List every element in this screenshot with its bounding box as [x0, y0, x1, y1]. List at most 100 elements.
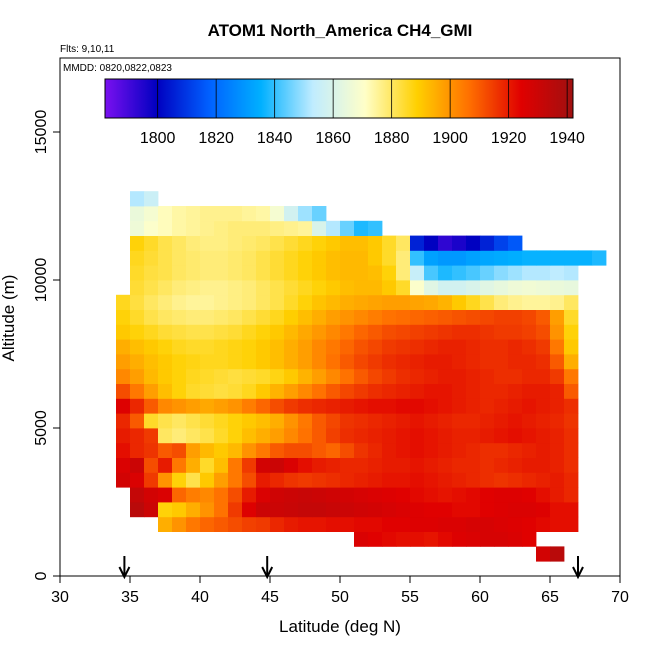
- heatmap-cell: [340, 220, 355, 236]
- heatmap-cell: [186, 472, 201, 488]
- heatmap-cell: [452, 265, 467, 281]
- heatmap-cell: [172, 220, 187, 236]
- heatmap-cell: [158, 413, 173, 429]
- heatmap-cell: [466, 265, 481, 281]
- heatmap-cell: [200, 250, 215, 266]
- heatmap-cell: [270, 339, 285, 355]
- heatmap-cell: [270, 354, 285, 370]
- heatmap-cell: [410, 265, 425, 281]
- heatmap-cell: [550, 339, 565, 355]
- heatmap-cell: [256, 457, 271, 473]
- heatmap-cell: [242, 206, 257, 222]
- heatmap-cell: [200, 206, 215, 222]
- heatmap-cell: [326, 324, 341, 340]
- heatmap-cell: [424, 398, 439, 414]
- heatmap-cell: [368, 250, 383, 266]
- heatmap-cell: [298, 442, 313, 458]
- heatmap-cell: [536, 457, 551, 473]
- heatmap-cell: [550, 442, 565, 458]
- heatmap-cell: [200, 442, 215, 458]
- heatmap-cell: [228, 442, 243, 458]
- heatmap-cell: [298, 413, 313, 429]
- heatmap-cell: [438, 487, 453, 503]
- heatmap-cell: [452, 502, 467, 518]
- heatmap-cell: [494, 265, 509, 281]
- heatmap-cell: [242, 516, 257, 532]
- heatmap-cell: [466, 442, 481, 458]
- heatmap-cell: [354, 487, 369, 503]
- heatmap-cell: [410, 413, 425, 429]
- heatmap-cell: [326, 235, 341, 251]
- heatmap-cell: [186, 235, 201, 251]
- heatmap-cell: [144, 383, 159, 399]
- heatmap-cell: [396, 442, 411, 458]
- heatmap-cell: [200, 265, 215, 281]
- heatmap-cell: [508, 324, 523, 340]
- heatmap-cell: [494, 442, 509, 458]
- heatmap-cell: [536, 368, 551, 384]
- heatmap-cell: [116, 324, 131, 340]
- heatmap-cell: [438, 442, 453, 458]
- heatmap-cell: [158, 516, 173, 532]
- heatmap-cell: [158, 206, 173, 222]
- heatmap-cell: [522, 428, 537, 444]
- heatmap-cell: [396, 294, 411, 310]
- heatmap-cell: [564, 250, 579, 266]
- heatmap-cell: [312, 516, 327, 532]
- heatmap-cell: [424, 354, 439, 370]
- heatmap-cell: [186, 354, 201, 370]
- heatmap-cell: [200, 413, 215, 429]
- heatmap-cell: [564, 442, 579, 458]
- heatmap-cell: [200, 487, 215, 503]
- heatmap-cell: [144, 206, 159, 222]
- heatmap-cell: [382, 531, 397, 547]
- heatmap-cell: [508, 531, 523, 547]
- heatmap-cell: [298, 487, 313, 503]
- colorbar-tick-label: 1920: [491, 130, 527, 147]
- heatmap-cell: [480, 502, 495, 518]
- heatmap-cell: [130, 457, 145, 473]
- heatmap-cell: [424, 294, 439, 310]
- heatmap-cell: [410, 294, 425, 310]
- heatmap-cell: [522, 265, 537, 281]
- heatmap-cell: [452, 516, 467, 532]
- heatmap-cell: [424, 383, 439, 399]
- heatmap-cell: [326, 339, 341, 355]
- heatmap-cell: [564, 354, 579, 370]
- heatmap-cell: [550, 472, 565, 488]
- heatmap-cell: [312, 339, 327, 355]
- heatmap-cell: [410, 383, 425, 399]
- flights-label: Flts: 9,10,11: [60, 44, 115, 55]
- heatmap-cell: [298, 457, 313, 473]
- heatmap-cell: [326, 502, 341, 518]
- heatmap-cell: [326, 487, 341, 503]
- heatmap-cell: [242, 383, 257, 399]
- heatmap-cell: [340, 339, 355, 355]
- heatmap-cell: [214, 220, 229, 236]
- heatmap-cell: [270, 398, 285, 414]
- heatmap-cell: [200, 354, 215, 370]
- heatmap-cell: [396, 280, 411, 296]
- heatmap-cell: [452, 413, 467, 429]
- heatmap-cell: [242, 309, 257, 325]
- heatmap-cell: [312, 413, 327, 429]
- heatmap-cell: [340, 487, 355, 503]
- heatmap-cell: [214, 368, 229, 384]
- heatmap-cell: [214, 502, 229, 518]
- heatmap-cell: [424, 309, 439, 325]
- heatmap-cell: [284, 383, 299, 399]
- heatmap-cell: [424, 235, 439, 251]
- heatmap-cell: [550, 294, 565, 310]
- heatmap-cell: [508, 368, 523, 384]
- x-axis: 30 35 40 45 50 55 60 65 70: [51, 576, 629, 606]
- heatmap-cell: [508, 398, 523, 414]
- heatmap-cell: [522, 324, 537, 340]
- heatmap-cell: [284, 413, 299, 429]
- heatmap-cell: [368, 413, 383, 429]
- heatmap-cell: [130, 472, 145, 488]
- heatmap-cell: [354, 413, 369, 429]
- heatmap-cell: [298, 250, 313, 266]
- heatmap-cell: [410, 368, 425, 384]
- heatmap-cell: [158, 235, 173, 251]
- heatmap-cell: [326, 428, 341, 444]
